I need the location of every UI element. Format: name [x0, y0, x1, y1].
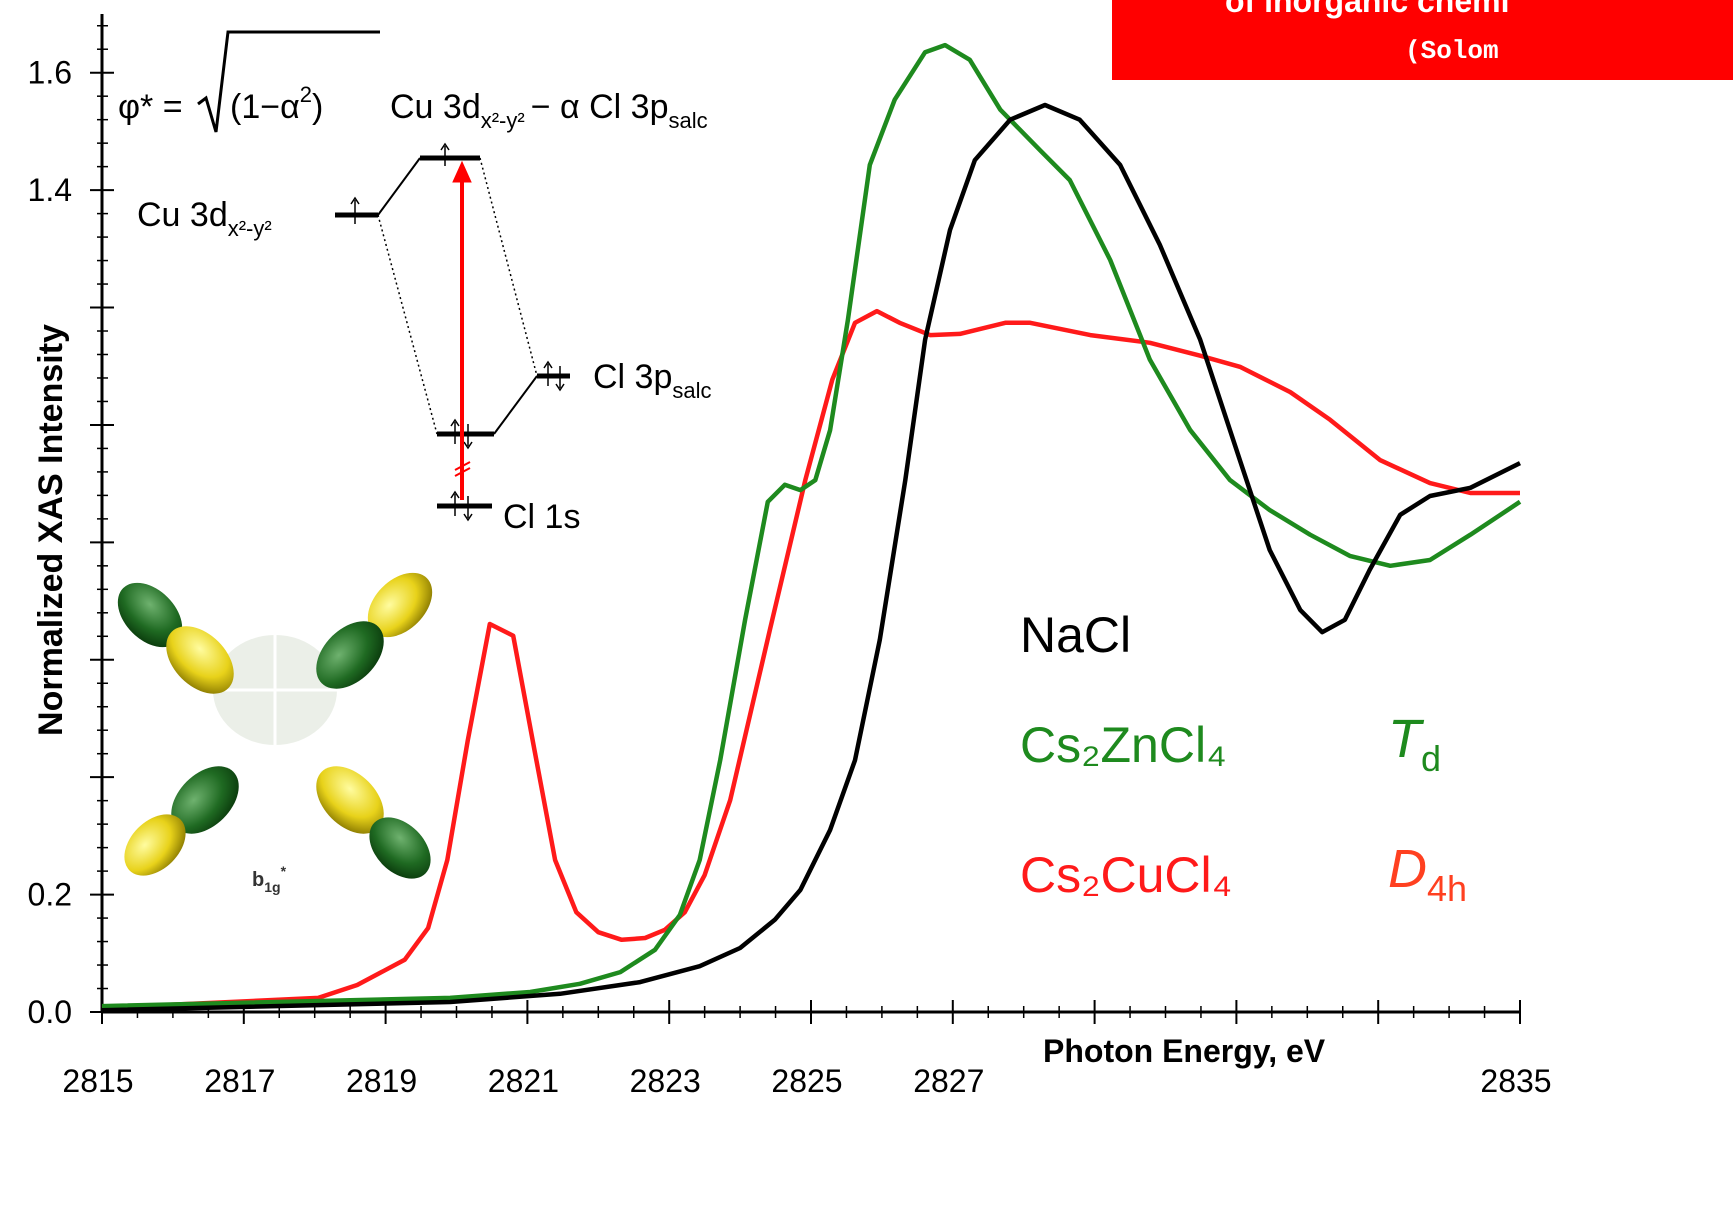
chart: of inorganic chemi (Solom b1g* φ* = (1−α…: [0, 0, 1733, 1211]
label-sup: *: [281, 863, 287, 879]
orbital-picture: [105, 560, 444, 890]
level-label: Cl 1s: [503, 498, 580, 536]
eq-sup: 2: [300, 82, 312, 107]
level-label: Cl 3psalc: [593, 358, 712, 403]
x-tick-label: 2835: [1480, 1063, 1551, 1099]
symmetry-main: D: [1388, 839, 1427, 899]
eq-sub: x²-y²: [481, 108, 525, 133]
x-tick-label: 2815: [62, 1063, 133, 1099]
eq-part: ): [312, 88, 323, 126]
banner-text: of inorganic chemi: [1225, 0, 1509, 19]
y-tick-label: 1.6: [28, 55, 72, 91]
y-axis-label: Normalized XAS Intensity: [32, 324, 70, 736]
legend-label: Cs₂ZnCl₄: [1020, 717, 1227, 773]
y-tick-label: 0.0: [28, 994, 72, 1030]
x-tick-label: 2827: [913, 1063, 984, 1099]
legend-label: Cs₂CuCl₄: [1020, 847, 1232, 903]
series-line: [102, 45, 1520, 1006]
x-tick-label: 2823: [630, 1063, 701, 1099]
y-tick-label: 1.4: [28, 172, 72, 208]
eq-part: (1−α: [230, 88, 300, 126]
equation-lhs: φ* =: [118, 88, 183, 126]
equation-root: (1−α2): [230, 82, 323, 126]
x-axis-label: Photon Energy, eV: [1043, 1033, 1326, 1069]
label-main: b: [252, 869, 264, 891]
equation-rhs: Cu 3dx²-y²− α Cl 3psalc: [390, 88, 708, 133]
label-sub: 1g: [264, 879, 280, 895]
x-tick-label: 2819: [346, 1063, 417, 1099]
label-sub: salc: [672, 378, 711, 403]
orbital-label: b1g*: [252, 863, 287, 895]
symmetry-main: T: [1388, 709, 1425, 769]
y-tick-label: 0.2: [28, 877, 72, 913]
banner-text: (Solom: [1405, 36, 1499, 66]
legend-label: NaCl: [1020, 607, 1131, 663]
x-tick-label: 2821: [488, 1063, 559, 1099]
x-tick-label: 2825: [771, 1063, 842, 1099]
series-line: [102, 105, 1520, 1010]
eq-sub: salc: [669, 108, 708, 133]
energy-diagram: [335, 144, 570, 520]
level-label: Cu 3dx²-y²: [137, 196, 272, 241]
label-main: Cu 3d: [137, 196, 228, 234]
label-main: Cl 3p: [593, 358, 672, 396]
symmetry-sub: 4h: [1427, 868, 1467, 909]
symmetry-sub: d: [1421, 738, 1441, 779]
x-tick-label: 2817: [204, 1063, 275, 1099]
label-sub: x²-y²: [228, 216, 272, 241]
eq-part: − α Cl 3p: [531, 88, 669, 126]
symmetry-label: D4h: [1388, 839, 1467, 909]
eq-part: Cu 3d: [390, 88, 481, 126]
symmetry-label: Td: [1388, 709, 1441, 779]
